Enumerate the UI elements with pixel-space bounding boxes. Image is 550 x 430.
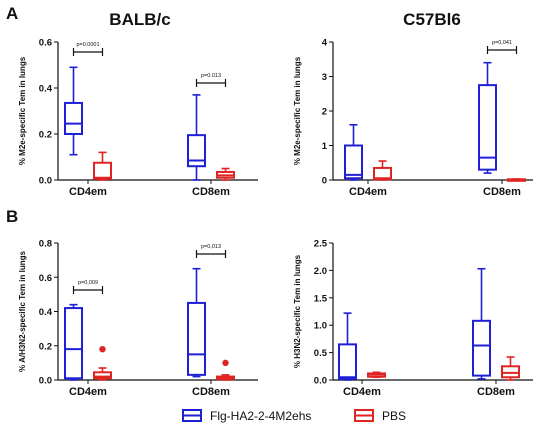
box-blue <box>344 144 363 180</box>
box-red <box>501 365 520 379</box>
y-tick-label: 3 <box>322 72 327 83</box>
outlier-point <box>99 345 106 353</box>
y-axis-label: % A/H3N2-specific Tem in lungs <box>18 250 27 371</box>
box-blue <box>478 84 497 171</box>
p-value-label: p=0,013 <box>201 244 221 250</box>
p-value-label: p=0.0001 <box>76 42 99 48</box>
category-label: CD4em <box>69 186 107 198</box>
p-value-label: p=0,041 <box>492 40 512 46</box>
y-axis-label: % M2e-specific Tem in lungs <box>18 56 27 165</box>
chart-ah3n2: 0.0 0.2 0.4 0.6 0.8 % A/H3N2-specific Tem in … <box>18 239 258 398</box>
y-tick-label: 2 <box>322 107 327 118</box>
box-red <box>93 371 112 380</box>
category-label: CD8em <box>483 186 521 198</box>
chart-title: C57Bl6 <box>403 10 461 29</box>
p-value-label: p=0,009 <box>78 280 98 286</box>
box-red <box>93 161 112 180</box>
chart-balbc: BALB/c 0.0 0.2 0.4 0.6 % M2e-specific Tem in … <box>18 10 258 198</box>
y-tick-label: 1.5 <box>314 293 328 304</box>
chart-h3n2: 0.0 0.5 1.0 1.5 2.0 2.5 % H3N2-specific Tem in… <box>293 239 533 398</box>
y-tick-label: 0.0 <box>39 176 52 187</box>
y-tick-label: 0.2 <box>39 341 52 352</box>
category-label: CD4em <box>69 386 107 398</box>
category-label: CD4em <box>349 186 387 198</box>
y-tick-label: 0.6 <box>39 38 52 49</box>
y-tick-label: 0 <box>322 176 327 187</box>
y-tick-label: 0.4 <box>39 84 53 95</box>
y-tick-label: 1.0 <box>314 321 327 332</box>
box-red <box>373 166 392 181</box>
outlier-point <box>222 359 229 367</box>
y-tick-label: 2.5 <box>314 239 328 250</box>
box-blue <box>187 134 206 168</box>
y-tick-label: 0.6 <box>39 273 52 284</box>
y-tick-label: 2.0 <box>314 266 327 277</box>
box-blue <box>187 301 206 376</box>
y-tick-label: 0.8 <box>39 239 52 250</box>
category-label: CD8em <box>192 386 230 398</box>
y-tick-label: 0.0 <box>39 376 52 387</box>
y-tick-label: 0.0 <box>314 376 327 387</box>
legend-label-blue: Flg-HA2-2-4M2ehs <box>210 409 311 423</box>
panel-letter-b: B <box>6 207 18 226</box>
category-label: CD4em <box>343 386 381 398</box>
box-blue <box>338 343 357 380</box>
category-label: CD8em <box>477 386 515 398</box>
box-blue <box>64 307 83 380</box>
y-tick-label: 0.2 <box>39 130 52 141</box>
chart-title: BALB/c <box>109 10 170 29</box>
box-blue <box>472 319 491 377</box>
legend: Flg-HA2-2-4M2ehs PBS <box>182 409 406 423</box>
y-tick-label: 4 <box>322 38 328 49</box>
p-value-label: p=0.013 <box>201 73 221 79</box>
y-tick-label: 0.5 <box>314 348 328 359</box>
chart-c57bl6: C57Bl6 0 1 2 3 4 % M2e-specific Tem in lungs CD… <box>293 10 533 198</box>
box-blue <box>64 101 83 135</box>
y-tick-label: 0.4 <box>39 307 53 318</box>
category-label: CD8em <box>192 186 230 198</box>
y-tick-label: 1 <box>322 141 328 152</box>
y-axis-label: % M2e-specific Tem in lungs <box>293 56 302 165</box>
legend-label-red: PBS <box>382 409 406 423</box>
y-axis-label: % H3N2-specific Tem in lungs <box>293 254 302 368</box>
panel-letter-a: A <box>6 4 18 23</box>
